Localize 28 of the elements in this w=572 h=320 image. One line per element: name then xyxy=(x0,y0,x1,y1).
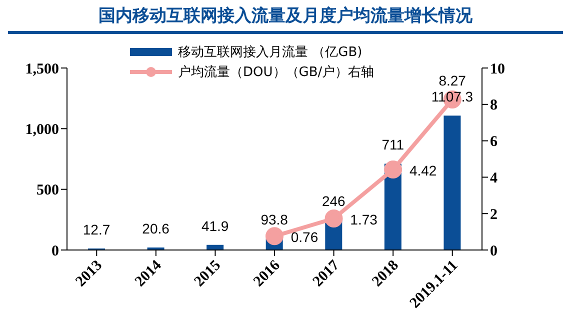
y-tick-label: 1,000 xyxy=(25,122,59,138)
y-tick-label: 500 xyxy=(36,182,59,199)
data-label: 246 xyxy=(322,193,346,210)
y2-tick-label: 2 xyxy=(490,206,498,223)
y2-tick-label: 8 xyxy=(490,98,498,114)
legend-label: 户均流量（DOU）（GB/户）右轴 xyxy=(178,64,374,81)
data-label: 1107.3 xyxy=(431,88,474,105)
bar xyxy=(444,116,461,250)
data-label: 20.6 xyxy=(142,220,170,236)
legend-label: 移动互联网接入月流量 （亿GB) xyxy=(178,44,362,61)
data-label: 12.7 xyxy=(82,221,110,238)
data-label: 0.76 xyxy=(290,229,318,246)
y2-tick-label: 6 xyxy=(490,134,498,150)
y-tick-label: 0 xyxy=(52,243,59,260)
data-label: 4.42 xyxy=(409,162,437,179)
y2-tick-label: 10 xyxy=(490,61,505,78)
y2-tick-label: 0 xyxy=(490,243,498,260)
data-label: 93.8 xyxy=(260,212,288,228)
point xyxy=(384,160,402,179)
data-label: 41.9 xyxy=(201,218,229,234)
y-tick-label: 1,500 xyxy=(25,61,59,78)
point xyxy=(324,210,343,228)
point xyxy=(266,227,284,246)
data-label: 711 xyxy=(382,136,404,153)
y2-tick-label: 4 xyxy=(490,170,498,187)
data-label: 1.73 xyxy=(350,212,378,228)
data-label: 8.27 xyxy=(438,72,466,88)
chart-title: 国内移动互联网接入流量及月度户均流量增长情况 xyxy=(8,4,563,34)
